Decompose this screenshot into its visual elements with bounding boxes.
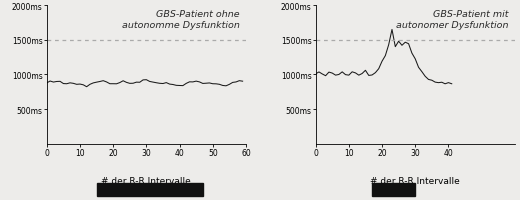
Text: GBS-Patient ohne
autonomme Dysfunktion: GBS-Patient ohne autonomme Dysfunktion: [122, 10, 240, 30]
X-axis label: # der R-R Intervalle: # der R-R Intervalle: [101, 176, 191, 185]
Bar: [372, 183, 415, 196]
Bar: [97, 183, 203, 196]
Text: GBS-Patient mit
autonomer Dysfunktion: GBS-Patient mit autonomer Dysfunktion: [396, 10, 509, 30]
X-axis label: # der R-R Intervalle: # der R-R Intervalle: [370, 176, 460, 185]
